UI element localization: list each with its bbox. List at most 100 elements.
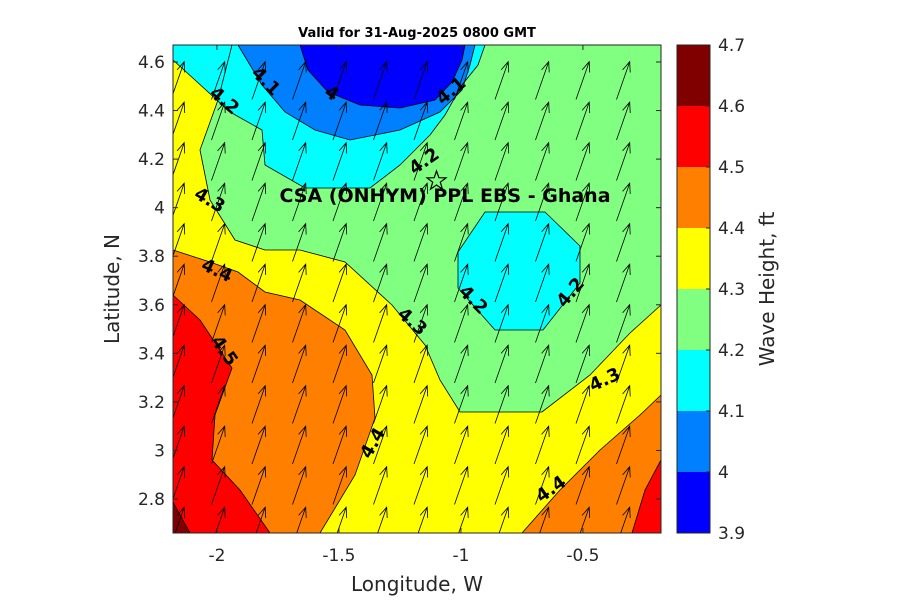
wave-arrow	[413, 303, 429, 343]
wave-arrow	[377, 506, 388, 533]
wave-arrow	[494, 344, 510, 384]
wave-arrow	[373, 465, 388, 505]
wave-arrow	[494, 101, 510, 141]
wave-arrow	[251, 465, 267, 505]
wave-arrow	[251, 60, 267, 100]
wave-arrow	[292, 303, 307, 343]
band-4.5-4.6-east	[632, 460, 661, 533]
wave-arrow	[454, 141, 469, 181]
wave-arrow	[211, 101, 226, 141]
colorbar-swatch	[677, 472, 710, 533]
wave-arrow	[575, 263, 591, 303]
wave-arrow	[494, 384, 510, 424]
wave-arrow	[454, 303, 469, 343]
contour-line	[521, 394, 661, 533]
colorbar-tick-label: 4.1	[718, 402, 745, 422]
y-tick-label: 3.2	[138, 393, 165, 413]
wave-arrow	[292, 425, 307, 465]
colorbar-tick-label: 4.3	[718, 280, 745, 300]
wave-arrow	[292, 384, 307, 424]
wave-arrow	[413, 182, 429, 222]
wave-arrow	[454, 465, 469, 505]
wave-arrow	[575, 344, 591, 384]
colorbar: 3.9 4 4.1 4.2 4.3 4.4 4.5 4.6 4.7	[676, 36, 745, 544]
wave-arrow	[211, 303, 226, 343]
wave-arrow	[454, 425, 469, 465]
wave-arrow	[494, 182, 510, 222]
y-tick-label: 3.6	[138, 296, 165, 316]
wave-arrow	[332, 344, 348, 384]
x-tick-label: -2	[208, 546, 225, 566]
wave-arrow	[535, 303, 550, 343]
y-tick-label: 3	[154, 441, 165, 461]
wave-arrow	[292, 101, 307, 141]
wave-arrow	[454, 384, 469, 424]
wave-arrow	[535, 141, 550, 181]
wave-arrow	[616, 222, 631, 262]
y-tick-label: 2.8	[138, 490, 165, 510]
wave-arrow	[373, 344, 388, 384]
wave-arrow	[454, 182, 469, 222]
wave-arrow	[174, 506, 186, 533]
contour-line	[173, 501, 191, 533]
contour-lines	[173, 45, 661, 533]
wave-arrow	[575, 101, 591, 141]
wave-arrow	[575, 222, 591, 262]
wave-arrow	[454, 60, 469, 100]
band-4.1-4.2-east	[458, 212, 580, 330]
wave-arrow	[211, 60, 226, 100]
band-4.5-4.6-west	[173, 295, 270, 533]
wave-arrow	[535, 344, 550, 384]
y-tick-label: 4.2	[138, 150, 165, 170]
wave-arrow	[413, 60, 429, 100]
wave-arrow	[494, 222, 510, 262]
wave-arrow	[616, 344, 631, 384]
y-tick-label: 4.6	[138, 53, 165, 73]
wave-arrow	[494, 141, 510, 181]
wave-arrow	[251, 303, 267, 343]
wave-arrow	[332, 60, 348, 100]
wave-arrow	[211, 384, 226, 424]
plot-frame	[172, 44, 662, 534]
wave-arrow	[332, 141, 348, 181]
contour-line	[173, 45, 486, 189]
wave-arrow	[332, 263, 348, 303]
colorbar-swatch	[677, 289, 710, 350]
x-tick-label: -1	[452, 546, 469, 566]
colorbar-tick-label: 4.4	[718, 219, 745, 239]
colorbar-swatch	[677, 411, 710, 472]
wave-arrow	[373, 60, 388, 100]
wave-arrow	[575, 303, 591, 343]
wave-arrow	[535, 263, 550, 303]
y-axis-ticks: 2.8 3 3.2 3.4 3.6 3.8 4 4.2 4.4 4.6	[138, 53, 661, 510]
wave-arrow	[251, 384, 267, 424]
wave-arrow	[251, 222, 267, 262]
wave-arrow	[494, 465, 510, 505]
wave-arrow	[251, 344, 267, 384]
wave-arrow	[373, 101, 388, 141]
wave-arrow	[413, 465, 429, 505]
wave-arrow	[373, 425, 388, 465]
colorbar-swatch	[677, 45, 710, 106]
wave-arrow	[373, 303, 388, 343]
wave-arrow	[292, 141, 307, 181]
wave-arrow	[616, 101, 631, 141]
x-tick-label: -1.5	[322, 546, 355, 566]
y-tick-label: 4	[154, 199, 165, 219]
wave-arrow	[616, 182, 631, 222]
wave-arrow	[332, 182, 348, 222]
wave-arrow	[494, 60, 510, 100]
wave-arrow	[616, 263, 631, 303]
wave-arrow	[535, 222, 550, 262]
wave-arrow	[454, 263, 469, 303]
wave-arrow	[332, 101, 348, 141]
contour-line	[173, 294, 271, 533]
wave-arrow	[454, 222, 469, 262]
wave-arrow	[616, 303, 631, 343]
wave-arrow	[413, 141, 429, 181]
wave-arrow	[332, 425, 348, 465]
wave-arrow	[575, 425, 591, 465]
wave-arrow	[373, 263, 388, 303]
wave-arrow	[292, 182, 307, 222]
wave-arrow	[255, 506, 267, 533]
